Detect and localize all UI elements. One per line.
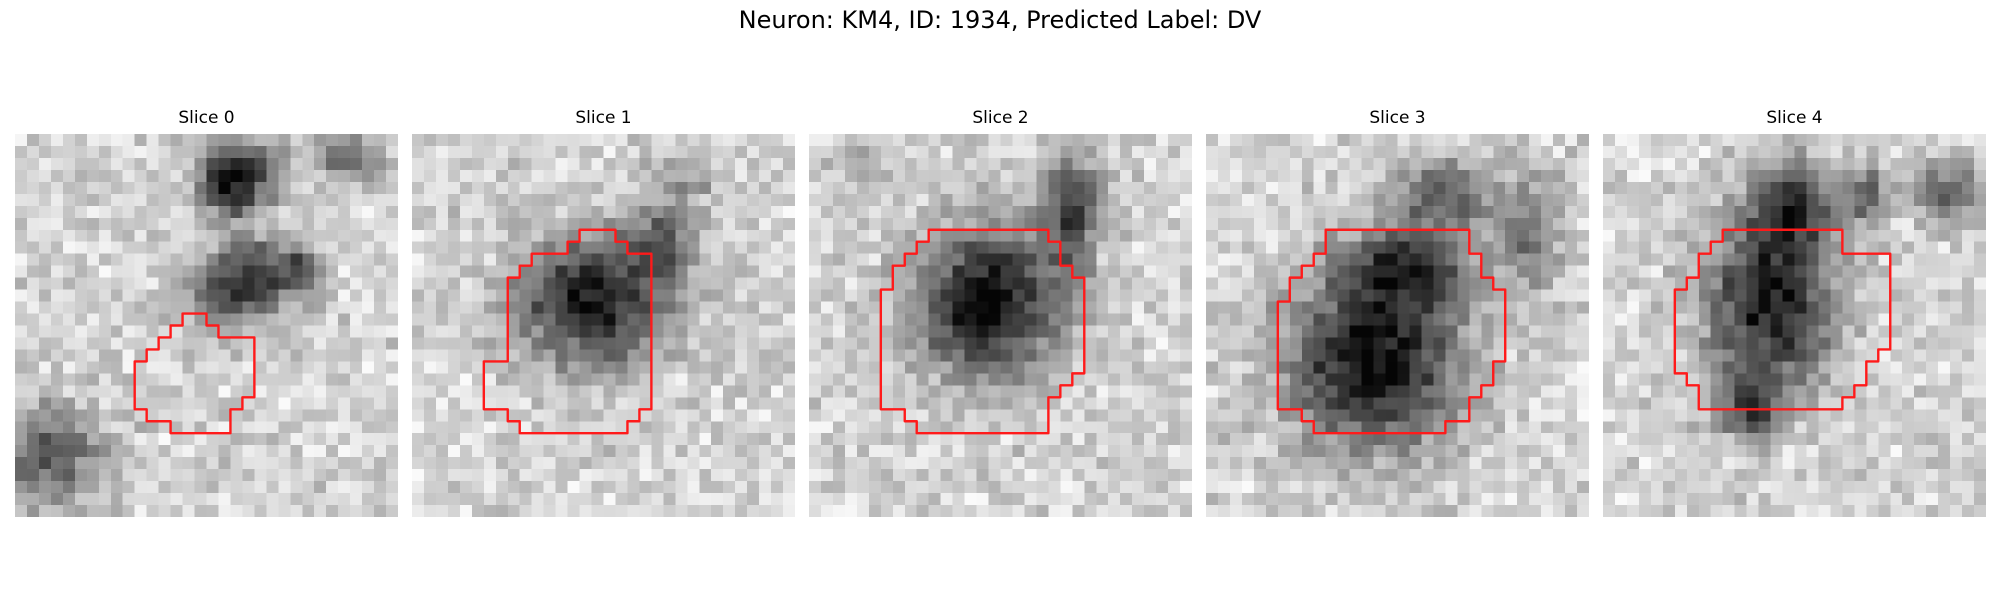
slice-image <box>809 134 1192 517</box>
slice-image <box>412 134 795 517</box>
slice-title: Slice 1 <box>575 108 632 128</box>
slice-title: Slice 3 <box>1369 108 1426 128</box>
slice-image <box>15 134 398 517</box>
figure-title: Neuron: KM4, ID: 1934, Predicted Label: … <box>738 6 1262 34</box>
roi-contour <box>133 312 256 435</box>
roi-contour <box>482 228 653 435</box>
pixel-grid <box>1206 134 1589 517</box>
pixel-grid <box>809 134 1192 517</box>
pixel-grid <box>1603 134 1986 517</box>
pixel-grid <box>412 134 795 517</box>
slice-image <box>1206 134 1589 517</box>
slice-title: Slice 0 <box>178 108 235 128</box>
roi-contour <box>1673 228 1892 411</box>
slice-image <box>1603 134 1986 517</box>
roi-contour <box>1276 228 1507 435</box>
roi-contour <box>879 228 1086 435</box>
slice-title: Slice 2 <box>972 108 1029 128</box>
pixel-grid <box>15 134 398 517</box>
slice-title: Slice 4 <box>1766 108 1823 128</box>
